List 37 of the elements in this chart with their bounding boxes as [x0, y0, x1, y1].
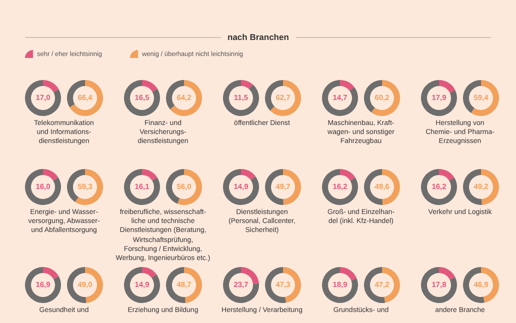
donut-slice: [241, 169, 256, 180]
donut-slice: [142, 169, 158, 181]
donut-slice: [25, 169, 61, 205]
donut-slice: [43, 169, 58, 181]
donut-slice: [421, 169, 457, 205]
donut-slice: [43, 80, 59, 92]
donut-slice: [439, 80, 456, 93]
text: nach Branchen: [228, 32, 289, 42]
donut-slice: [340, 267, 357, 281]
donut-slice: [223, 80, 259, 116]
donut-slice: [177, 169, 202, 205]
donut-slice: [470, 80, 499, 116]
donut-slice: [371, 80, 400, 116]
donut-slice: [170, 80, 202, 116]
donut-slice: [25, 80, 61, 116]
donut-slice: [340, 169, 356, 181]
donut-slice: [421, 80, 457, 116]
donut-slice: [25, 267, 61, 303]
donut-slice: [142, 80, 158, 92]
donut-slice: [322, 169, 358, 205]
donut-slice: [124, 169, 160, 205]
donut-slice: [340, 80, 354, 91]
donut-slice: [142, 267, 156, 278]
donut-slice: [322, 267, 358, 303]
donut-slice: [223, 267, 259, 303]
donut-slice: [421, 267, 457, 303]
donut-slice: [241, 80, 253, 89]
donut-slice: [70, 80, 103, 116]
donut-slice: [270, 80, 301, 116]
donut-slice: [223, 169, 259, 205]
donut-slice: [439, 169, 454, 181]
donut-slice: [439, 267, 456, 280]
donut-slice: [124, 80, 160, 116]
donut-slice: [43, 267, 59, 280]
donut-slice: [75, 169, 103, 205]
donut-slice: [322, 80, 358, 116]
donut-slice: [124, 267, 160, 303]
